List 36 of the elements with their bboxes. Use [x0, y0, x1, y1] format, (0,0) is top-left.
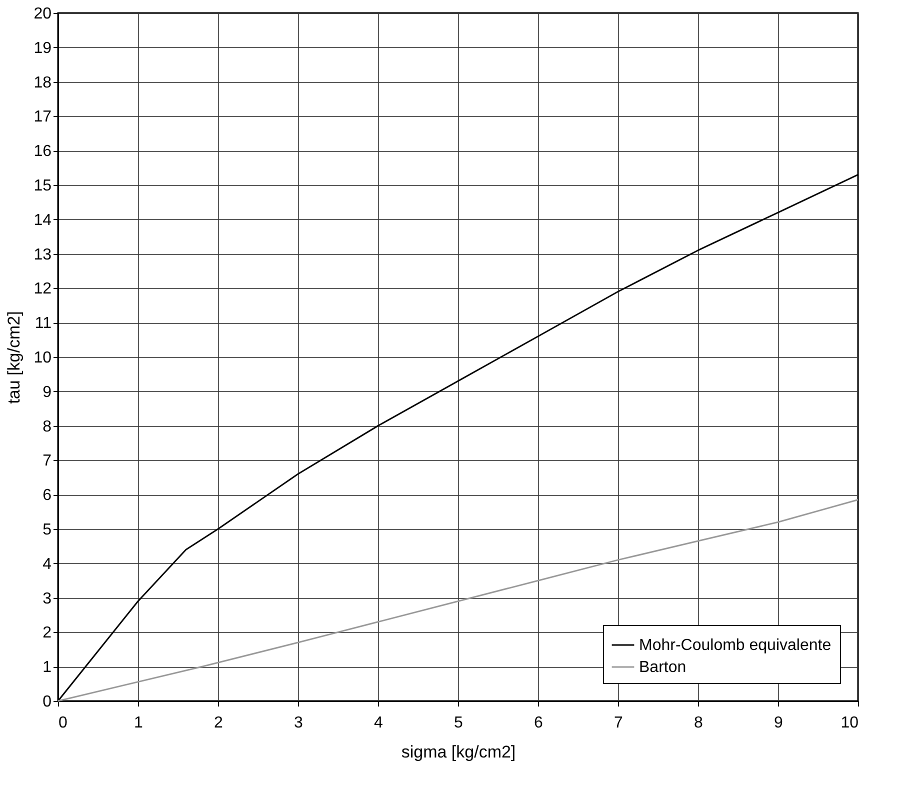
- legend-label: Barton: [639, 659, 686, 676]
- x-tick-label: 8: [694, 714, 704, 732]
- y-tick-label: 4: [42, 556, 52, 573]
- x-tick-label: 3: [294, 714, 304, 732]
- y-tick-label: 8: [42, 418, 52, 436]
- x-tick-label: 10: [840, 714, 859, 732]
- x-tick-label: 5: [454, 714, 464, 732]
- x-axis-title: sigma [kg/cm2]: [401, 742, 516, 762]
- x-tick-label: 9: [774, 714, 784, 732]
- y-tick-label: 1: [42, 659, 52, 676]
- y-tick-label: 18: [34, 74, 52, 92]
- x-tick-label: 2: [214, 714, 224, 732]
- y-tick-label: 16: [34, 143, 52, 160]
- y-tick-label: 11: [34, 315, 52, 332]
- x-tick-label: 0: [58, 714, 68, 732]
- x-tick-label: 1: [134, 714, 144, 732]
- y-tick-label: 14: [34, 212, 52, 229]
- y-tick-label: 15: [34, 178, 52, 194]
- y-tick-label: 10: [34, 350, 52, 366]
- y-tick-label: 3: [42, 590, 52, 608]
- y-axis-title: tau [kg/cm2]: [4, 311, 24, 404]
- y-tick-label: 20: [34, 6, 52, 22]
- y-tick-label: 17: [34, 108, 52, 126]
- y-tick-label: 5: [42, 522, 52, 538]
- y-tick-label: 0: [42, 694, 52, 710]
- y-tick-label: 2: [42, 624, 52, 642]
- y-tick-label: 13: [34, 246, 52, 264]
- y-tick-label: 7: [42, 452, 52, 470]
- y-tick-label: 12: [34, 280, 52, 298]
- legend-label: Mohr-Coulomb equivalente: [639, 637, 832, 654]
- x-tick-label: 4: [374, 714, 384, 732]
- x-tick-label: 7: [614, 714, 624, 732]
- x-tick-label: 6: [534, 714, 544, 732]
- y-tick-label: 9: [42, 384, 52, 401]
- y-tick-label: 6: [42, 487, 52, 504]
- y-tick-label: 19: [34, 40, 52, 57]
